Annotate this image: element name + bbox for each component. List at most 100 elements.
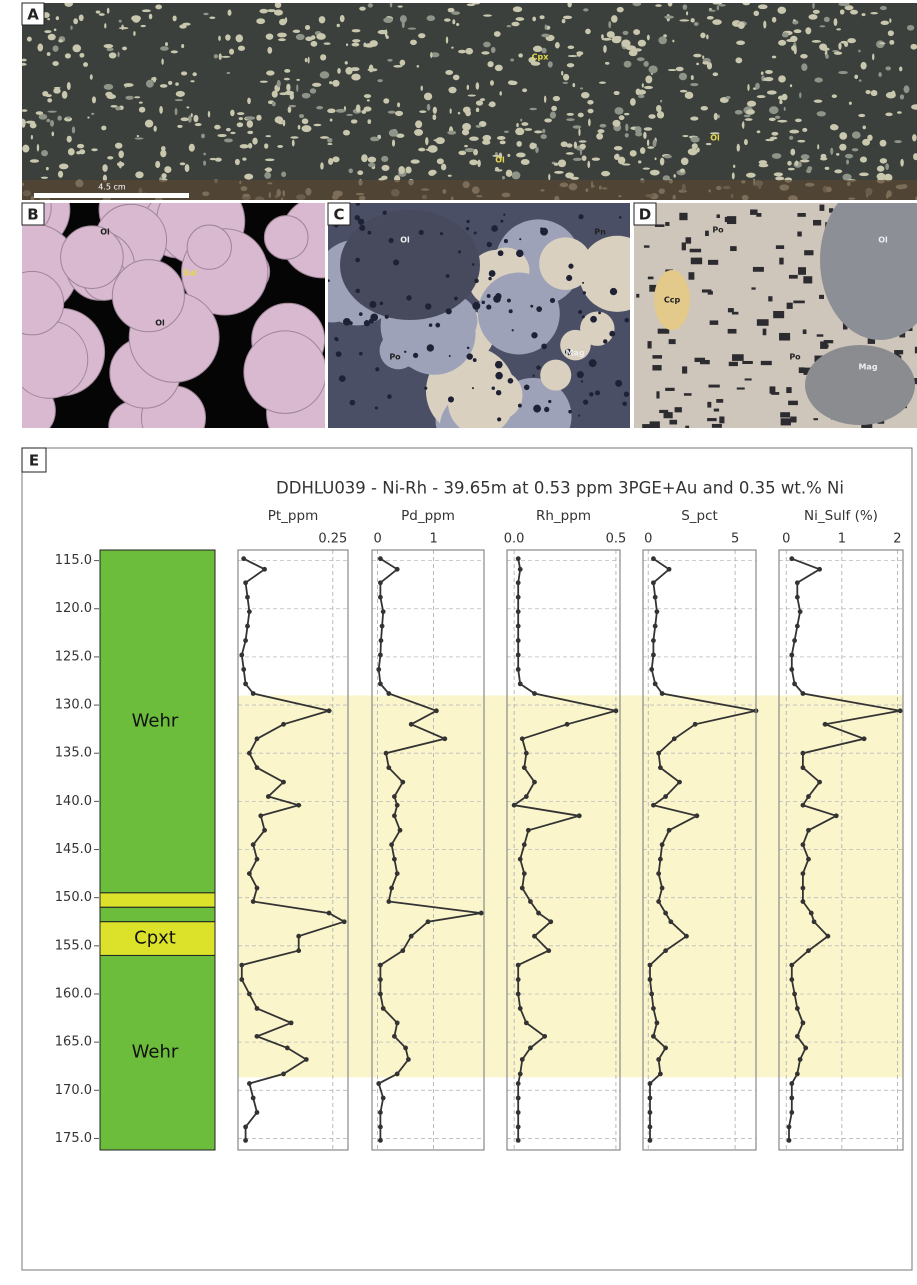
- texture: [766, 90, 777, 95]
- texture: [891, 90, 896, 98]
- texture: [491, 225, 498, 232]
- panel-label-box: [21, 447, 47, 473]
- texture: [634, 126, 642, 134]
- texture: [497, 417, 502, 422]
- data-point: [800, 1020, 806, 1026]
- data-point: [258, 813, 264, 819]
- texture: [543, 95, 547, 103]
- texture: [244, 173, 254, 180]
- texture: [91, 112, 95, 115]
- panel-title: Pt_ppm: [268, 508, 318, 524]
- texture: [769, 106, 779, 115]
- texture: [72, 44, 81, 53]
- data-point: [822, 721, 828, 727]
- texture: [572, 82, 576, 88]
- texture: [667, 68, 677, 72]
- texture: [690, 75, 694, 81]
- texture: [266, 70, 275, 76]
- texture: [47, 18, 51, 21]
- data-point: [379, 623, 385, 629]
- texture: [690, 82, 699, 87]
- texture: [786, 302, 793, 309]
- texture: [267, 9, 276, 13]
- texture: [700, 359, 710, 365]
- texture: [611, 15, 618, 23]
- texture: [708, 259, 719, 265]
- texture: [245, 116, 256, 120]
- data-point: [515, 977, 521, 982]
- texture: [716, 5, 719, 11]
- texture: [114, 142, 123, 149]
- texture: [499, 91, 502, 96]
- texture: [357, 218, 365, 225]
- texture: [839, 143, 847, 151]
- texture: [648, 114, 656, 119]
- texture: [712, 3, 723, 5]
- data-point: [515, 556, 521, 562]
- texture: [544, 118, 552, 123]
- data-point: [657, 765, 663, 771]
- texture: [728, 361, 738, 367]
- data-point: [246, 871, 252, 876]
- texture: [779, 257, 784, 265]
- texture: [30, 135, 33, 140]
- texture: [102, 164, 108, 172]
- texture: [613, 90, 620, 96]
- data-point: [241, 556, 247, 562]
- grain: [539, 237, 592, 290]
- texture: [587, 160, 591, 169]
- texture: [256, 114, 262, 121]
- texture: [577, 112, 584, 118]
- texture: [117, 51, 120, 58]
- texture: [375, 367, 380, 372]
- texture: [787, 160, 792, 166]
- y-tick-label: 125.0: [55, 649, 92, 664]
- data-point: [528, 1045, 533, 1051]
- texture: [351, 73, 361, 81]
- texture: [388, 237, 394, 244]
- data-point: [797, 609, 803, 615]
- texture: [798, 367, 805, 374]
- texture: [792, 19, 796, 22]
- texture: [757, 4, 768, 10]
- grain: [60, 225, 124, 289]
- chart: E DDHLU039 - Ni-Rh - 39.65m at 0.53 ppm 3…: [21, 447, 904, 1151]
- texture: [451, 46, 454, 49]
- photo-b: [22, 203, 325, 428]
- data-point: [394, 802, 400, 808]
- texture: [510, 58, 515, 62]
- texture: [328, 158, 334, 165]
- texture: [447, 174, 452, 177]
- data-point: [243, 1124, 248, 1130]
- texture: [820, 157, 828, 161]
- series-line: [240, 557, 347, 1141]
- texture: [579, 87, 584, 90]
- texture: [774, 115, 781, 120]
- data-point: [245, 623, 250, 629]
- lithology-interval: [99, 954, 216, 1151]
- texture: [106, 7, 110, 14]
- texture: [345, 43, 349, 47]
- data-point: [246, 609, 252, 615]
- texture: [664, 15, 675, 19]
- texture: [399, 59, 406, 66]
- data-point: [647, 1081, 653, 1086]
- texture: [161, 145, 166, 152]
- texture: [352, 39, 361, 43]
- texture: [190, 113, 193, 118]
- texture: [800, 54, 808, 59]
- data-point: [659, 842, 665, 848]
- texture: [500, 219, 504, 223]
- mineral-label: Ol: [400, 236, 410, 245]
- texture: [515, 127, 525, 136]
- data-point: [786, 1137, 792, 1143]
- grain: [340, 210, 480, 320]
- data-point: [378, 1124, 383, 1130]
- texture: [799, 159, 810, 163]
- texture: [238, 117, 244, 121]
- texture: [45, 166, 49, 171]
- texture: [541, 343, 547, 350]
- data-point: [652, 623, 658, 629]
- lithology-interval: [99, 892, 216, 908]
- texture: [910, 43, 917, 50]
